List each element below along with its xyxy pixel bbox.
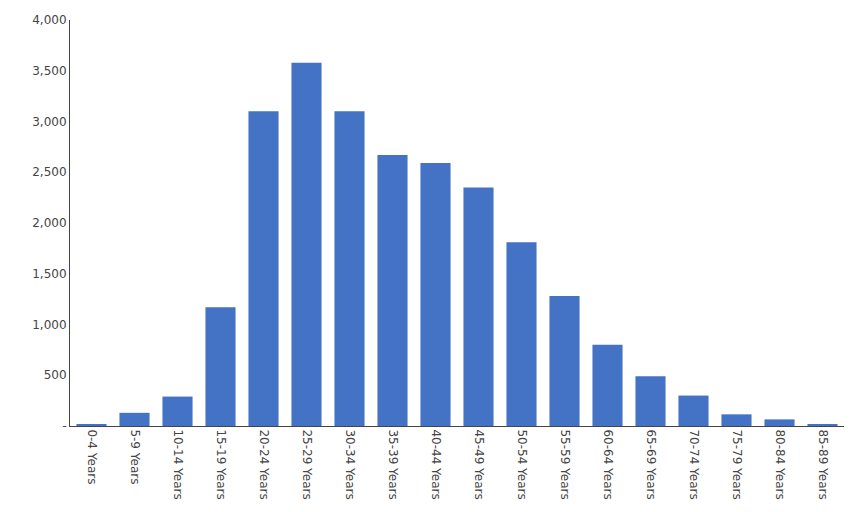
svg-text:55-59 Years: 55-59 Years — [558, 429, 572, 499]
svg-text:1,500: 1,500 — [32, 267, 66, 281]
svg-text:3,500: 3,500 — [32, 64, 66, 78]
svg-text:75-79 Years: 75-79 Years — [730, 429, 744, 499]
svg-text:4,000: 4,000 — [32, 13, 66, 27]
svg-text:40-44 Years: 40-44 Years — [429, 429, 443, 499]
svg-text:70-74 Years: 70-74 Years — [687, 429, 701, 499]
svg-text:85-89 Years: 85-89 Years — [816, 429, 830, 499]
svg-text:15-19 Years: 15-19 Years — [214, 429, 228, 499]
svg-text:-: - — [62, 419, 66, 433]
svg-text:2,000: 2,000 — [32, 216, 66, 230]
svg-text:0-4 Years: 0-4 Years — [85, 429, 99, 484]
svg-text:10-14 Years: 10-14 Years — [171, 429, 185, 499]
svg-text:35-39 Years: 35-39 Years — [386, 429, 400, 499]
svg-text:20-24 Years: 20-24 Years — [257, 429, 271, 499]
svg-text:1,000: 1,000 — [32, 318, 66, 332]
svg-text:65-69 Years: 65-69 Years — [644, 429, 658, 499]
svg-text:500: 500 — [44, 368, 67, 382]
svg-text:5-9 Years: 5-9 Years — [128, 429, 142, 484]
svg-text:25-29 Years: 25-29 Years — [300, 429, 314, 499]
svg-text:50-54 Years: 50-54 Years — [515, 429, 529, 499]
svg-text:30-34 Years: 30-34 Years — [343, 429, 357, 499]
svg-text:2,500: 2,500 — [32, 165, 66, 179]
svg-text:60-64 Years: 60-64 Years — [601, 429, 615, 499]
svg-text:3,000: 3,000 — [32, 115, 66, 129]
svg-text:80-84 Years: 80-84 Years — [773, 429, 787, 499]
svg-text:45-49 Years: 45-49 Years — [472, 429, 486, 499]
